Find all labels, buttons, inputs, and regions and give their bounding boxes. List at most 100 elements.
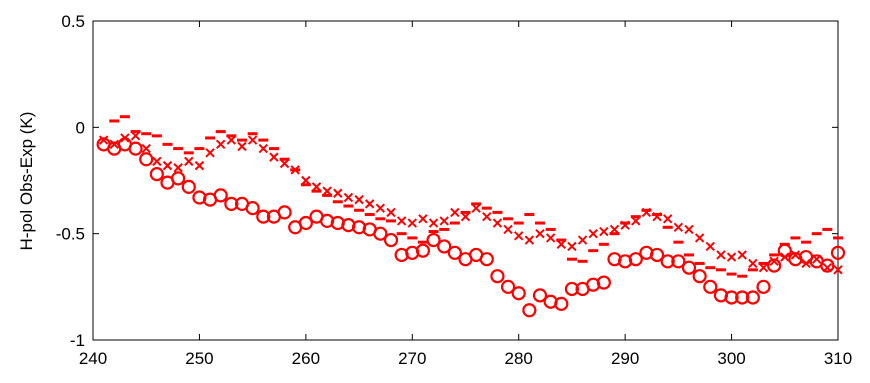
cross-marker xyxy=(790,250,801,260)
cross-marker xyxy=(663,214,673,224)
axis-ticks xyxy=(92,20,839,341)
cross-marker xyxy=(631,216,641,226)
circle-marker xyxy=(596,275,611,290)
circle-marker xyxy=(149,167,164,182)
circle-marker xyxy=(139,152,154,167)
circle-marker xyxy=(373,226,388,241)
circle-marker xyxy=(724,290,739,305)
cross-marker xyxy=(216,139,226,150)
cross-marker xyxy=(247,135,258,145)
cross-marker xyxy=(152,156,162,167)
data-marks xyxy=(96,115,846,318)
y-tick-label: 0.5 xyxy=(61,12,85,31)
cross-marker xyxy=(162,160,173,171)
y-tick-label: -1 xyxy=(70,331,85,350)
cross-marker xyxy=(694,233,705,243)
cross-marker xyxy=(301,175,311,186)
cross-marker xyxy=(758,262,769,273)
cross-marker xyxy=(737,250,747,260)
circle-marker xyxy=(224,196,239,211)
cross-marker xyxy=(343,192,354,203)
circle-marker xyxy=(671,254,686,269)
cross-marker xyxy=(514,231,524,241)
cross-marker xyxy=(726,252,737,262)
circle-marker xyxy=(511,286,526,301)
circle-marker xyxy=(703,279,718,294)
x-tick-label: 250 xyxy=(185,349,213,368)
circle-marker xyxy=(181,179,196,194)
cross-marker xyxy=(396,216,407,226)
cross-marker xyxy=(130,131,141,141)
x-tick-label: 260 xyxy=(292,349,320,368)
plot-area xyxy=(92,20,839,341)
cross-marker xyxy=(801,258,811,269)
circle-marker xyxy=(681,260,697,275)
cross-marker xyxy=(311,182,322,192)
cross-marker xyxy=(439,216,449,226)
x-tick-label: 280 xyxy=(505,349,533,368)
cross-marker xyxy=(545,233,556,243)
cross-marker xyxy=(567,241,577,252)
circle-marker xyxy=(820,258,835,273)
cross-marker xyxy=(577,235,588,245)
cross-marker xyxy=(556,239,566,250)
circle-marker xyxy=(490,269,505,284)
circle-marker xyxy=(532,288,548,303)
cross-marker xyxy=(684,224,694,235)
circle-marker xyxy=(426,232,441,248)
cross-marker xyxy=(460,211,471,222)
y-tick-label: 0 xyxy=(76,118,85,137)
cross-marker xyxy=(98,135,109,145)
cross-marker xyxy=(109,139,119,150)
cross-marker xyxy=(503,224,513,235)
circle-marker xyxy=(554,296,569,311)
cross-marker xyxy=(322,186,332,196)
cross-marker xyxy=(407,218,417,228)
circle-marker xyxy=(628,252,643,267)
circle-marker xyxy=(171,171,186,186)
cross-marker xyxy=(269,152,279,162)
circle-marker xyxy=(745,290,760,305)
x-tick-label: 310 xyxy=(824,349,852,368)
x-tick-label: 290 xyxy=(611,349,639,368)
cross-marker xyxy=(194,160,205,171)
cross-marker xyxy=(258,143,268,154)
cross-marker xyxy=(354,194,364,205)
cross-marker xyxy=(386,207,396,218)
cross-marker xyxy=(365,199,375,209)
x-tick-label: 270 xyxy=(398,349,426,368)
cross-marker xyxy=(673,222,684,232)
circle-marker xyxy=(649,247,665,263)
circle-marker xyxy=(660,254,675,269)
cross-marker xyxy=(748,258,758,269)
y-axis-label: H-pol Obs-Exp (K) xyxy=(17,112,36,251)
cross-marker xyxy=(184,156,194,167)
cross-marker xyxy=(705,241,715,252)
circle-marker xyxy=(256,209,271,224)
circle-marker xyxy=(735,290,750,305)
cross-marker xyxy=(173,163,183,173)
circle-marker xyxy=(277,205,292,220)
cross-marker xyxy=(812,254,822,264)
cross-marker xyxy=(120,133,130,143)
cross-marker xyxy=(482,211,492,222)
cross-marker xyxy=(822,262,833,273)
cross-marker xyxy=(237,141,247,152)
cross-marker xyxy=(535,228,545,239)
cross-marker xyxy=(471,203,481,213)
circle-marker xyxy=(447,245,462,260)
cross-marker xyxy=(780,252,790,262)
circle-marker xyxy=(128,141,143,156)
circle-marker xyxy=(692,269,707,284)
circle-marker xyxy=(756,279,771,294)
circle-marker xyxy=(213,188,228,203)
x-tick-label: 300 xyxy=(717,349,745,368)
x-tick-label: 240 xyxy=(79,349,107,368)
circle-marker xyxy=(437,239,452,254)
circle-marker xyxy=(830,245,846,260)
circle-marker xyxy=(245,201,260,216)
circle-marker xyxy=(298,215,313,231)
cross-marker xyxy=(279,158,290,169)
tick-labels: 240 250 260 270 280 290 300 310 0.5 0 -0.5 -1 xyxy=(56,12,852,368)
cross-marker xyxy=(450,207,460,218)
